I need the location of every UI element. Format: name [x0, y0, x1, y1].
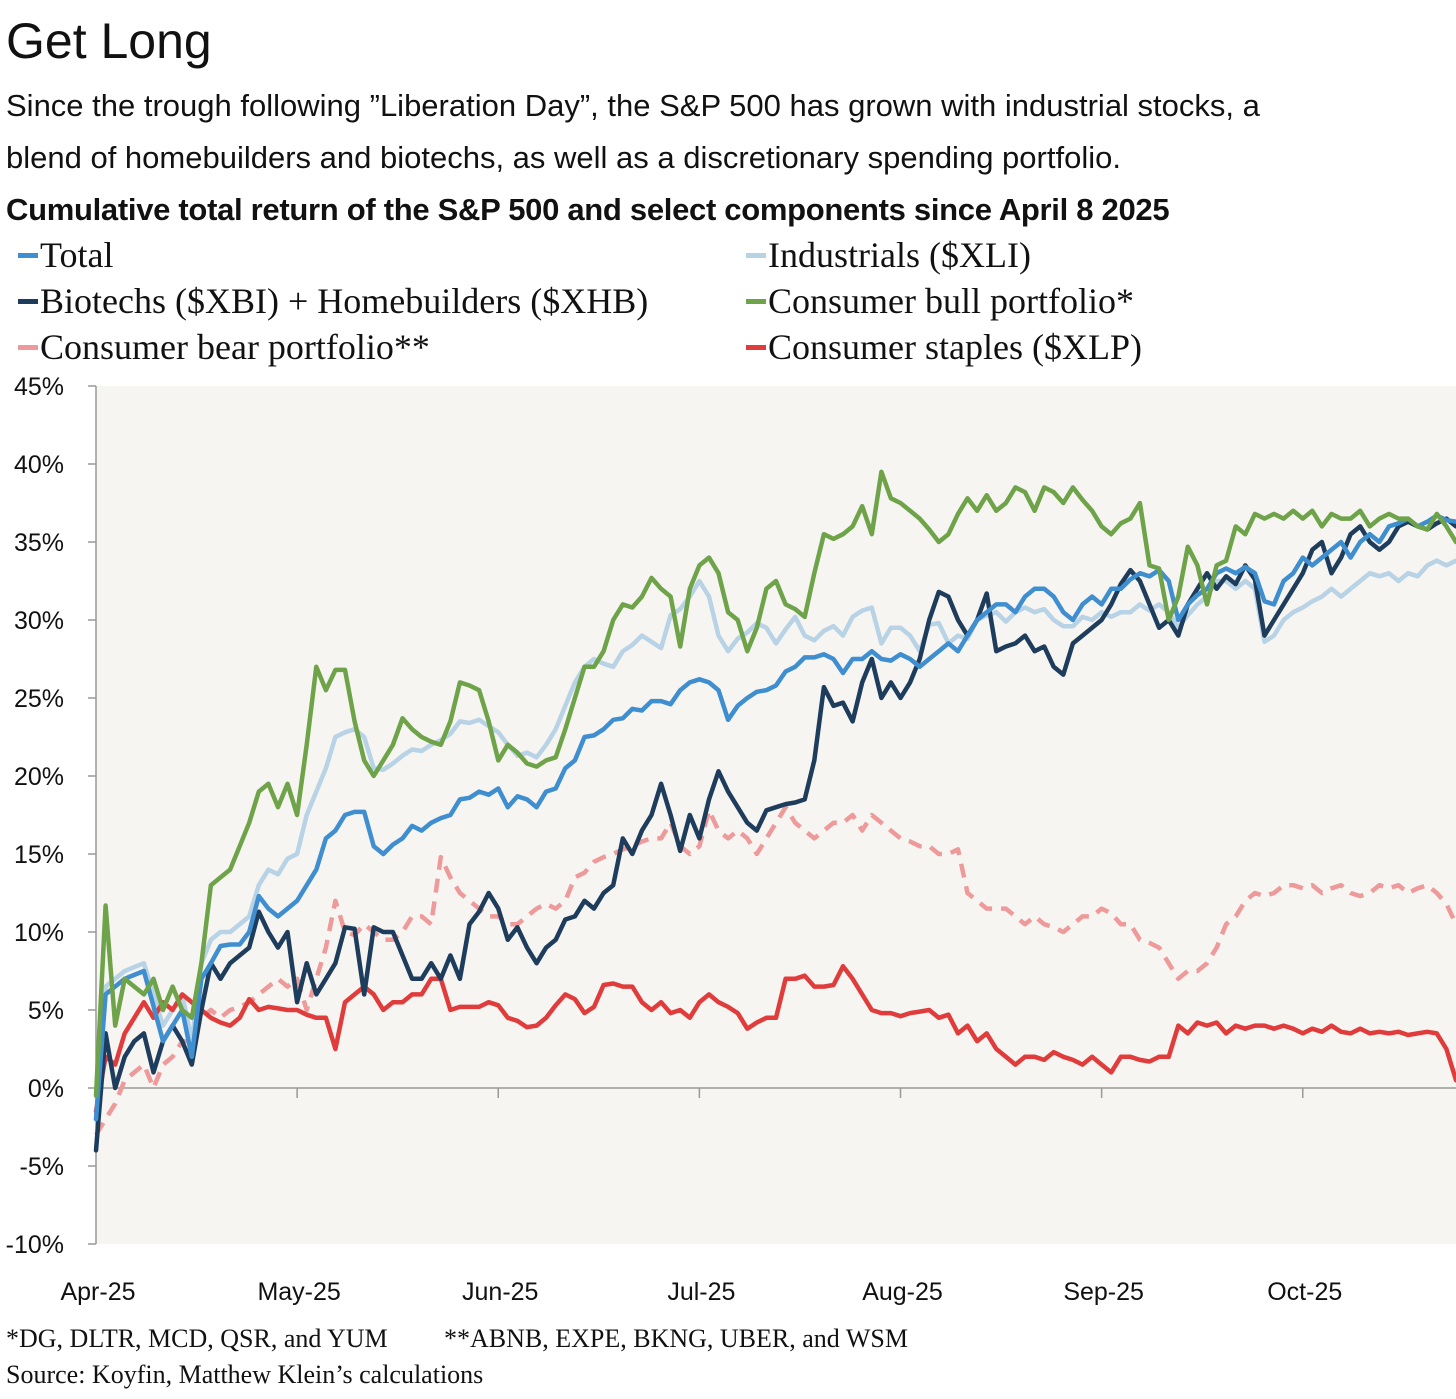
legend-swatch-consumer-staples — [746, 344, 766, 350]
x-tick-label: Aug-25 — [862, 1278, 943, 1306]
plot-background — [96, 386, 1456, 1244]
legend-item-biotechs-homebuilders: Biotechs ($XBI) + Homebuilders ($XHB) — [18, 278, 648, 324]
legend-item-total: Total — [18, 232, 113, 278]
subtitle-line-2: blend of homebuilders and biotechs, as w… — [6, 140, 1121, 175]
footnote-bear: **ABNB, EXPE, BKNG, UBER, and WSM — [444, 1324, 908, 1353]
legend-label-total: Total — [40, 235, 114, 275]
series-line-consumer-bull-portfolio — [93, 469, 1456, 1099]
legend-label-consumer-bear: Consumer bear portfolio** — [40, 327, 430, 367]
y-tick-label: 15% — [14, 841, 64, 869]
legend-item-consumer-staples: Consumer staples ($XLP) — [746, 324, 1142, 370]
legend-swatch-biotechs-homebuilders — [18, 298, 38, 304]
y-tick-label: 20% — [14, 763, 64, 791]
x-tick-label: Oct-25 — [1267, 1278, 1342, 1306]
legend-swatch-consumer-bear — [18, 344, 38, 350]
legend-label-industrials: Industrials ($XLI) — [768, 235, 1031, 275]
y-tick-label: 30% — [14, 607, 64, 635]
footnote-bull: *DG, DLTR, MCD, QSR, and YUM — [6, 1324, 388, 1353]
legend: Total Industrials ($XLI) Biotechs ($XBI)… — [18, 232, 1448, 372]
legend-label-biotechs-homebuilders: Biotechs ($XBI) + Homebuilders ($XHB) — [40, 281, 649, 321]
y-tick-label: -5% — [20, 1153, 64, 1181]
chart-title: Get Long — [6, 13, 212, 69]
series-line-total — [93, 513, 1456, 1122]
legend-swatch-industrials — [746, 252, 766, 258]
legend-label-consumer-bull: Consumer bull portfolio* — [768, 281, 1134, 321]
line-chart: -10% -5% 0% 5% 10% 15% 20% 25% 30% 35% 40% 45% Apr-2… — [6, 373, 1456, 1306]
y-tick-label: 35% — [14, 529, 64, 557]
legend-swatch-total — [18, 252, 38, 258]
y-tick-label: 10% — [14, 919, 64, 947]
plot-area: -10% -5% 0% 5% 10% 15% 20% 25% 30% 35% 40% 45% Apr-2… — [6, 373, 1456, 1306]
series-line-biotechs-xbi-homebuilders-xhb — [93, 516, 1456, 1153]
y-tick-label: 45% — [14, 373, 64, 401]
y-tick-label: 25% — [14, 685, 64, 713]
x-tick-label: Jul-25 — [667, 1278, 735, 1306]
y-tick-label: -10% — [6, 1231, 64, 1259]
x-tick-label: May-25 — [257, 1278, 340, 1306]
y-tick-label: 0% — [28, 1075, 64, 1103]
legend-label-consumer-staples: Consumer staples ($XLP) — [768, 327, 1142, 367]
source-note: Source: Koyfin, Matthew Klein’s calculat… — [6, 1360, 484, 1389]
legend-item-industrials: Industrials ($XLI) — [746, 232, 1031, 278]
series-line-consumer-staples-xlp — [93, 964, 1456, 1114]
chart-heading: Cumulative total return of the S&P 500 a… — [6, 192, 1170, 227]
x-tick-label: Apr-25 — [60, 1278, 135, 1306]
y-tick-label: 40% — [14, 451, 64, 479]
x-tick-label: Sep-25 — [1063, 1278, 1144, 1306]
legend-item-consumer-bull: Consumer bull portfolio* — [746, 278, 1134, 324]
legend-item-consumer-bear: Consumer bear portfolio** — [18, 324, 430, 370]
legend-swatch-consumer-bull — [746, 298, 766, 304]
subtitle-line-1: Since the trough following ”Liberation D… — [6, 88, 1260, 123]
x-tick-label: Jun-25 — [462, 1278, 538, 1306]
chart-subtitle: Since the trough following ”Liberation D… — [6, 80, 1456, 184]
y-tick-label: 5% — [28, 997, 64, 1025]
